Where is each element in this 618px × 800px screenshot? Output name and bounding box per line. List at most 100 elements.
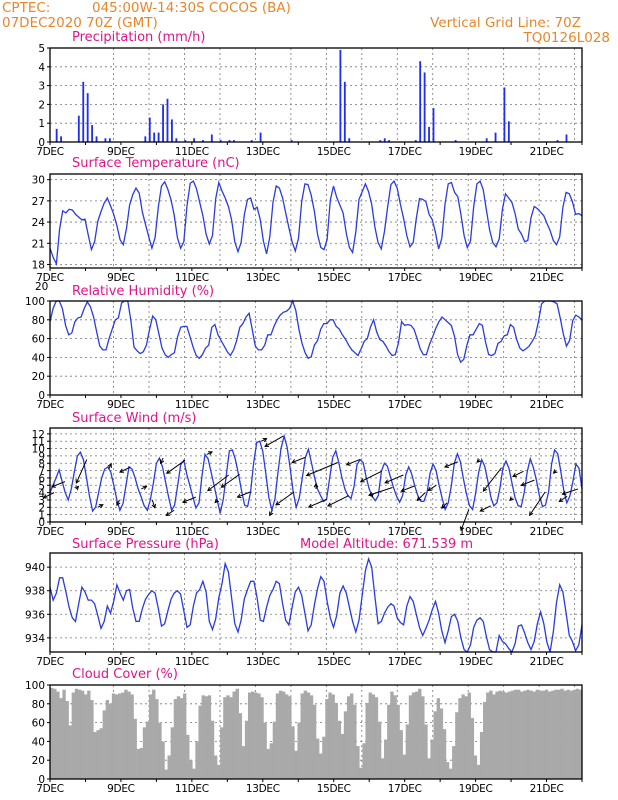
precip-bar [219, 140, 222, 142]
pressure-xticks: 7DEC 9DEC 11DEC 13DEC 15DEC 17DEC 19DEC 21DEC [36, 652, 583, 668]
wind-arrow-head [512, 472, 518, 478]
xtick-label: 21DEC [530, 272, 564, 284]
wind-arrow [237, 491, 251, 498]
precip-bar [157, 132, 160, 142]
cloud-bar [303, 690, 308, 779]
xtick-label: 13DEC [246, 146, 280, 158]
cloud-bar [442, 729, 447, 779]
panel-precipitation: 0 1 2 3 4 5 7DEC 9DEC 11DEC 13DEC 15DEC 17DEC 19DEC 2… [36, 30, 583, 158]
cloud-bar [260, 697, 264, 779]
ytick-label: 0 [38, 774, 45, 786]
cloud-bar [300, 693, 304, 779]
cloud-bar [449, 768, 453, 779]
wind-arrow [482, 467, 502, 492]
cloud-bar [455, 712, 459, 779]
xtick-label: 19DEC [459, 146, 493, 158]
cloud-bar [235, 688, 239, 779]
cloud-bar [405, 724, 410, 779]
precip-bar [153, 132, 156, 142]
cloud-bar [189, 760, 193, 779]
humidity-yticks: 0 20 40 60 80 100 [25, 296, 50, 402]
cloud-bar [334, 702, 338, 779]
wind-arrow-head [476, 458, 482, 463]
precip-bar [290, 140, 293, 142]
cloud-bar [414, 691, 419, 779]
ytick-label: 1 [38, 118, 45, 130]
cloud-bar [551, 690, 555, 779]
ytick-label: 12 [32, 429, 45, 441]
wind-arrow [460, 509, 470, 531]
wind-arrow [480, 505, 491, 512]
precip-bar [348, 138, 351, 142]
temperature-line [49, 179, 583, 267]
wind-arrow-head [313, 482, 319, 488]
xtick-label: 9DEC [107, 272, 135, 284]
cloud-bar [111, 693, 116, 779]
wind-arrow [221, 473, 240, 488]
wind-arrow-head [384, 479, 390, 484]
precip-bar [414, 140, 417, 142]
ytick-label: 0 [38, 390, 45, 402]
cloud-bar [544, 689, 549, 779]
wind-arrow-head [159, 459, 165, 465]
wind-arrow-head [262, 437, 268, 443]
cloud-bar [572, 689, 577, 779]
cloud-bar [346, 696, 351, 779]
xtick-label: 15DEC [317, 399, 351, 411]
cloud-bar [371, 694, 376, 779]
cloud-bar [328, 692, 332, 779]
cloud-bar [467, 692, 471, 779]
ytick-label: 1 [38, 510, 45, 522]
wind-arrow [327, 495, 349, 507]
cloud-bar [510, 690, 515, 779]
wind-arrow-head [552, 469, 558, 474]
wind-xticks: 7DEC 9DEC 11DEC 13DEC 15DEC 17DEC 19DEC 21DEC [36, 522, 583, 538]
xtick-label: 21DEC [530, 656, 564, 668]
cloud-title: Cloud Cover (%) [72, 667, 178, 682]
ytick-label: 60 [32, 718, 45, 730]
cloud-bar [183, 693, 187, 779]
cloud-bar [210, 720, 215, 779]
xtick-label: 7DEC [36, 399, 64, 411]
header-grid-line: Vertical Grid Line: 70Z [430, 15, 581, 31]
ytick-label: 80 [32, 699, 45, 711]
cloud-bar [390, 691, 394, 779]
precip-bar [91, 125, 94, 142]
cloud-bar [322, 736, 326, 779]
cloud-bar [223, 697, 227, 779]
header: CPTEC: 045:00W-14:30S COCOS (BA) 07DEC20… [0, 0, 618, 48]
cloud-bar [297, 722, 301, 779]
xtick-label: 13DEC [246, 272, 280, 284]
cloud-bar [319, 753, 323, 779]
wind-arrow-head [443, 463, 449, 468]
ytick-label: 5 [38, 480, 45, 492]
wind-title: Surface Wind (m/s) [72, 411, 196, 426]
precip-bar [556, 140, 559, 142]
wind-arrow [306, 462, 339, 476]
wind-arrow-head [291, 459, 297, 464]
precip-bar [144, 136, 147, 142]
cloud-bar [105, 700, 110, 779]
cloud-bar [356, 746, 360, 779]
cloud-bar [108, 703, 113, 779]
cloud-bar [486, 692, 490, 779]
cloud-bar [229, 697, 233, 779]
cloud-bar [489, 690, 493, 779]
cloud-bar [520, 691, 524, 779]
cloud-bar [396, 704, 400, 779]
ytick-label: 30 [32, 175, 45, 187]
precip-bar [193, 138, 195, 142]
temperature-xticks: 7DEC 9DEC 11DEC 13DEC 15DEC 17DEC 19DEC 21DEC [36, 268, 583, 284]
wind-arrow-head [181, 498, 187, 504]
xtick-label: 15DEC [317, 526, 351, 538]
wind-arrow-head [305, 472, 311, 477]
ytick-label: 100 [25, 680, 45, 692]
precip-bar [162, 104, 164, 142]
wind-arrow [291, 456, 306, 464]
cloud-bar [492, 694, 496, 779]
cloud-bar [566, 689, 570, 779]
xtick-label: 7DEC [36, 783, 64, 795]
xtick-label: 17DEC [388, 399, 422, 411]
cloud-bar [195, 741, 199, 779]
